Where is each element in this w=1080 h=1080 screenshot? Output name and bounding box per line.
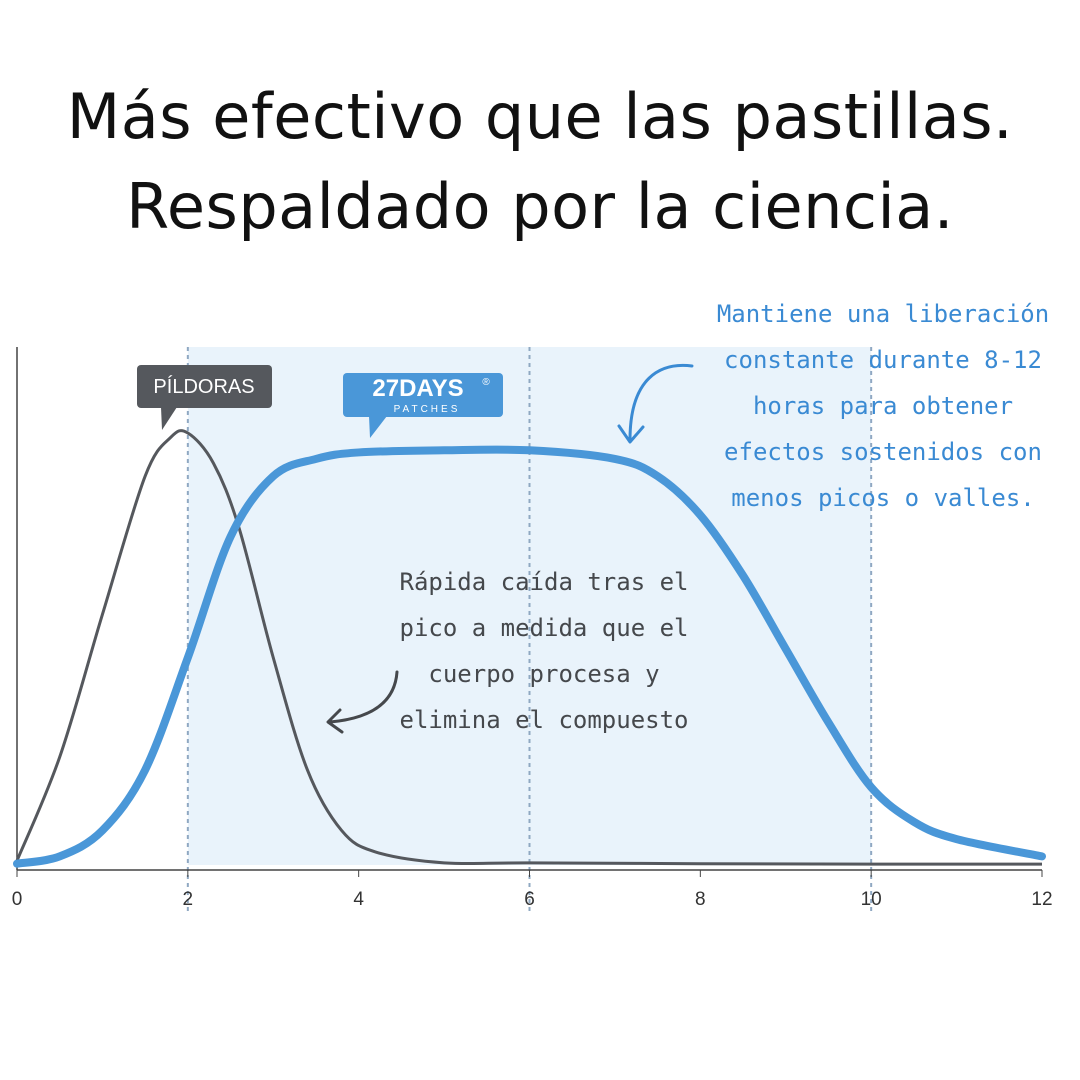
headline-line-1: Más efectivo que las pastillas.: [66, 80, 1014, 153]
x-tick-label-10: 10: [861, 889, 882, 910]
patch-badge-brand: 27DAYS: [372, 375, 463, 402]
pill-note-line-1: Rápida caída tras el: [400, 568, 689, 596]
registered-mark: ®: [482, 377, 490, 388]
x-tick-label-6: 6: [524, 889, 535, 910]
patch-brand-badge: 27DAYS ® PATCHES: [343, 373, 503, 438]
x-tick-label-8: 8: [695, 889, 706, 910]
x-tick-label-4: 4: [353, 889, 364, 910]
pill-note-line-3: cuerpo procesa y: [428, 660, 659, 688]
pill-badge: PÍLDORAS: [137, 365, 272, 430]
patch-arrow-icon: [617, 363, 694, 444]
x-tick-label-0: 0: [12, 889, 23, 910]
patch-note-line-2: constante durante 8-12: [724, 346, 1042, 374]
pill-series-line: [15, 429, 1043, 866]
pill-arrow-icon: [326, 670, 399, 734]
pill-badge-label: PÍLDORAS: [153, 375, 254, 398]
patch-annotation: Mantiene una liberación constante durant…: [617, 300, 1049, 512]
patch-note-line-1: Mantiene una liberación: [717, 300, 1049, 328]
x-tick-label-12: 12: [1031, 889, 1052, 910]
pill-annotation: Rápida caída tras el pico a medida que e…: [326, 568, 689, 734]
patch-note-line-3: horas para obtener: [753, 392, 1013, 420]
patch-badge-sub: PATCHES: [394, 404, 461, 415]
patch-note-line-4: efectos sostenidos con: [724, 438, 1042, 466]
headline-line-2: Respaldado por la ciencia.: [126, 170, 954, 243]
pill-note-line-2: pico a medida que el: [400, 614, 689, 642]
patch-note-line-5: menos picos o valles.: [731, 484, 1034, 512]
pill-note-line-4: elimina el compuesto: [400, 706, 689, 734]
patch-series-line: [13, 445, 1046, 868]
x-tick-label-2: 2: [183, 889, 194, 910]
